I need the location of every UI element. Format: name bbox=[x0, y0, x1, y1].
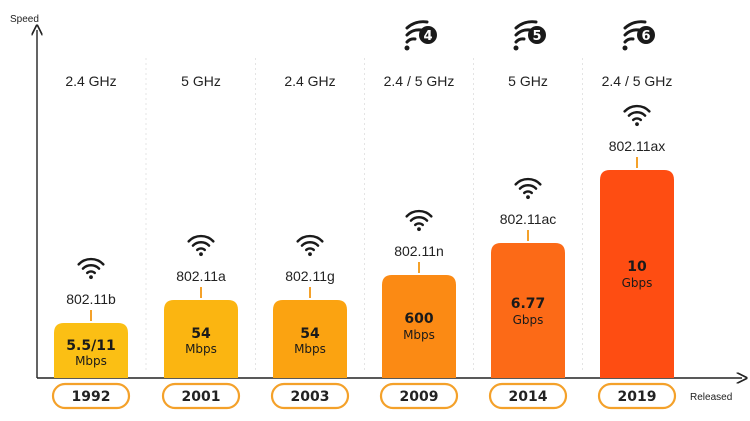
unit-label: Mbps bbox=[185, 342, 217, 356]
year-label: 2019 bbox=[618, 389, 657, 405]
standard-label: 802.11ax bbox=[609, 138, 666, 154]
frequency-label: 2.4 GHz bbox=[65, 73, 116, 89]
generation-number: 4 bbox=[423, 29, 432, 44]
bar bbox=[54, 323, 128, 378]
year-pill bbox=[488, 382, 568, 410]
column-dividers bbox=[145, 58, 583, 372]
year-label: 2014 bbox=[509, 389, 548, 405]
year-label: 1992 bbox=[72, 389, 111, 405]
year-label: 2009 bbox=[400, 389, 439, 405]
value-label: 5.5/11 bbox=[66, 338, 115, 354]
bar bbox=[164, 300, 238, 378]
frequency-label: 2.4 GHz bbox=[284, 73, 335, 89]
wifi-icon bbox=[405, 209, 433, 232]
unit-label: Gbps bbox=[622, 276, 653, 290]
generation-number: 6 bbox=[641, 29, 650, 44]
bar bbox=[273, 300, 347, 378]
standard-label: 802.11ac bbox=[500, 211, 557, 227]
unit-label: Gbps bbox=[513, 313, 544, 327]
bar bbox=[382, 275, 456, 378]
value-label: 54 bbox=[300, 326, 320, 342]
unit-label: Mbps bbox=[403, 328, 435, 342]
wifi-icon bbox=[187, 234, 215, 257]
value-label: 54 bbox=[191, 326, 211, 342]
year-pill bbox=[379, 382, 459, 410]
year-pill bbox=[51, 382, 131, 410]
wifi-icon bbox=[514, 177, 542, 200]
year-pill bbox=[161, 382, 241, 410]
value-label: 600 bbox=[404, 311, 433, 327]
standard-label: 802.11n bbox=[394, 243, 444, 259]
unit-label: Mbps bbox=[294, 342, 326, 356]
year-label: 2001 bbox=[182, 389, 221, 405]
year-pill bbox=[597, 382, 677, 410]
value-label: 6.77 bbox=[511, 296, 546, 312]
year-label: 2003 bbox=[291, 389, 330, 405]
bar bbox=[600, 170, 674, 378]
frequency-label: 5 GHz bbox=[508, 73, 548, 89]
wifi-6-badge-icon: 6 bbox=[622, 20, 655, 51]
standard-label: 802.11b bbox=[66, 291, 116, 307]
wifi-4-badge-icon: 4 bbox=[404, 20, 437, 51]
wifi-icon bbox=[623, 104, 651, 127]
value-label: 10 bbox=[627, 259, 647, 275]
frequency-label: 2.4 / 5 GHz bbox=[384, 73, 455, 89]
frequency-label: 5 GHz bbox=[181, 73, 221, 89]
wifi-icon bbox=[77, 257, 105, 280]
y-axis-label: Speed bbox=[10, 14, 39, 25]
bar bbox=[491, 243, 565, 378]
wifi-5-badge-icon: 5 bbox=[513, 20, 546, 51]
standard-label: 802.11a bbox=[176, 268, 226, 284]
unit-label: Mbps bbox=[75, 354, 107, 368]
wifi-icon bbox=[296, 234, 324, 257]
x-axis-label: Released bbox=[690, 392, 732, 403]
standard-label: 802.11g bbox=[285, 268, 335, 284]
generation-number: 5 bbox=[532, 29, 541, 44]
frequency-label: 2.4 / 5 GHz bbox=[602, 73, 673, 89]
year-pill bbox=[270, 382, 350, 410]
